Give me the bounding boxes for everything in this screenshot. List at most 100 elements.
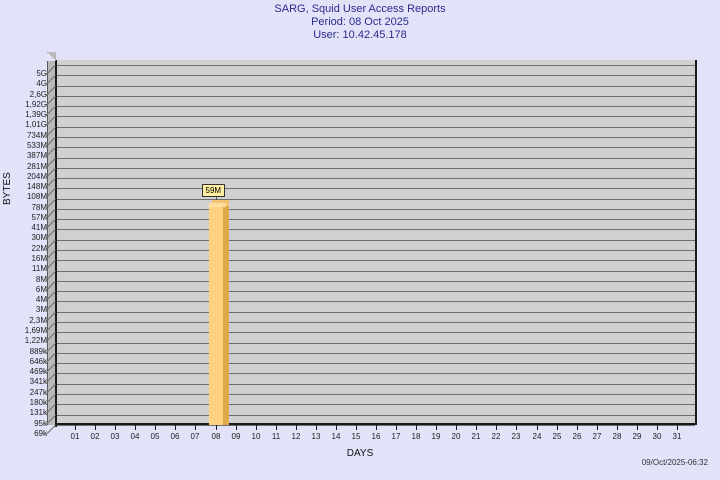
y-axis-tick-label: 387M bbox=[26, 151, 47, 161]
y-axis-tick-label: 95k bbox=[34, 418, 47, 428]
y-axis-tick-label: 22M bbox=[31, 243, 47, 253]
y-axis-tick-label: 16M bbox=[31, 254, 47, 264]
gridline bbox=[55, 208, 695, 210]
x-axis-tick bbox=[95, 425, 96, 430]
x-axis-tick-label: 23 bbox=[511, 432, 521, 441]
x-axis-tick bbox=[476, 425, 477, 430]
gridline bbox=[55, 188, 695, 190]
x-axis-tick-label: 09 bbox=[231, 432, 241, 441]
gridline bbox=[55, 167, 695, 169]
x-axis-tick bbox=[597, 425, 598, 430]
gridline bbox=[55, 352, 695, 354]
y-axis-tick-label: 1,01G bbox=[25, 120, 47, 130]
x-axis-tick-label: 28 bbox=[612, 432, 622, 441]
y-axis-tick-label: 889k bbox=[29, 346, 47, 356]
y-axis-tick-label: 78M bbox=[31, 202, 47, 212]
gridline bbox=[55, 260, 695, 262]
x-axis-tick bbox=[135, 425, 136, 430]
y-axis-tick-label: 1,39G bbox=[25, 110, 47, 120]
x-axis-tick-label: 19 bbox=[431, 432, 441, 441]
x-axis-tick-label: 25 bbox=[552, 432, 562, 441]
x-axis-tick bbox=[376, 425, 377, 430]
y-axis-tick-label: 1,92G bbox=[25, 99, 47, 109]
y-axis-tick-label: 8M bbox=[35, 274, 47, 284]
x-axis-tick-label: 20 bbox=[451, 432, 461, 441]
bar-08[interactable] bbox=[208, 205, 223, 425]
chart-title: SARG, Squid User Access Reports bbox=[274, 3, 446, 15]
gridline bbox=[55, 363, 695, 365]
gridline bbox=[55, 198, 695, 200]
x-axis-tick-label: 04 bbox=[130, 432, 140, 441]
x-axis-tick bbox=[537, 425, 538, 430]
x-axis-tick bbox=[577, 425, 578, 430]
y-axis-tick-label: 1,69M bbox=[24, 326, 47, 335]
x-axis-tick-label: 01 bbox=[70, 432, 80, 441]
x-axis-tick bbox=[115, 425, 116, 430]
y-axis-tick-label: 131k bbox=[29, 408, 47, 418]
plot-left-edge bbox=[55, 60, 57, 427]
x-axis-tick-label: 22 bbox=[491, 432, 501, 441]
chart-title-block: SARG, Squid User Access Reports Period: … bbox=[0, 3, 720, 42]
x-axis-tick bbox=[356, 425, 357, 430]
y-axis-tick-label: 6M bbox=[35, 284, 47, 294]
x-axis-tick bbox=[516, 425, 517, 430]
y-axis-tick-label: 3M bbox=[35, 305, 47, 315]
gridline bbox=[55, 270, 695, 272]
gridline bbox=[55, 157, 695, 159]
gridline bbox=[55, 342, 695, 344]
y-axis-tick-label: 180k bbox=[29, 397, 47, 407]
gridline bbox=[55, 219, 695, 221]
x-axis-tick bbox=[296, 425, 297, 430]
x-axis-tick-label: 31 bbox=[672, 432, 682, 441]
x-axis-tick-label: 24 bbox=[532, 432, 542, 441]
gridline bbox=[55, 373, 695, 375]
x-axis-tick bbox=[316, 425, 317, 430]
gridline bbox=[55, 291, 695, 293]
bar-08-top-face bbox=[208, 202, 226, 207]
gridline bbox=[55, 95, 695, 97]
x-axis-tick-label: 06 bbox=[170, 432, 180, 441]
x-axis-tick bbox=[557, 425, 558, 430]
x-axis-tick-label: 29 bbox=[632, 432, 642, 441]
y-axis-tick-label: 148M bbox=[26, 182, 47, 192]
y-axis-title: BYTES bbox=[2, 172, 13, 205]
plot-left-wall bbox=[47, 52, 56, 425]
gridline bbox=[55, 239, 695, 241]
gridline bbox=[55, 424, 695, 426]
gridline bbox=[55, 322, 695, 323]
x-axis-tick bbox=[637, 425, 638, 430]
gridline bbox=[55, 136, 695, 138]
plot-bevel bbox=[47, 52, 56, 61]
x-axis-tick-label: 30 bbox=[652, 432, 662, 441]
x-axis-tick bbox=[256, 425, 257, 430]
x-axis-tick bbox=[657, 425, 658, 430]
x-axis-title: DAYS bbox=[346, 448, 374, 459]
gridline bbox=[55, 250, 695, 252]
y-axis-tick-label: 1,22M bbox=[24, 336, 47, 346]
x-axis-tick bbox=[496, 425, 497, 430]
y-axis-tick-label: 2,6G bbox=[29, 89, 47, 99]
gridline bbox=[55, 85, 695, 87]
y-axis-tick-label: 4M bbox=[35, 295, 47, 305]
x-axis-tick-label: 08 bbox=[211, 432, 221, 441]
x-axis-tick bbox=[75, 425, 76, 430]
x-axis-tick bbox=[216, 425, 217, 430]
gridline bbox=[55, 280, 695, 282]
gridline bbox=[55, 147, 695, 149]
x-axis-tick-label: 02 bbox=[90, 432, 100, 441]
gridline bbox=[55, 65, 695, 66]
y-axis-tick-label: 2,3M bbox=[29, 315, 47, 325]
y-axis-tick-label: 533M bbox=[26, 140, 47, 150]
x-axis-tick-label: 11 bbox=[271, 432, 281, 441]
gridline bbox=[55, 116, 695, 118]
gridline bbox=[55, 311, 695, 313]
gridline bbox=[55, 404, 695, 406]
x-axis-tick-label: 18 bbox=[411, 432, 421, 441]
y-axis-tick-label: 11M bbox=[32, 264, 47, 274]
bar-08-callout-pointer bbox=[215, 195, 217, 200]
bar-08-side-face bbox=[222, 199, 229, 425]
x-axis-tick-label: 21 bbox=[471, 432, 481, 441]
gridline bbox=[55, 414, 695, 416]
y-axis-tick-label: 108M bbox=[26, 192, 47, 202]
